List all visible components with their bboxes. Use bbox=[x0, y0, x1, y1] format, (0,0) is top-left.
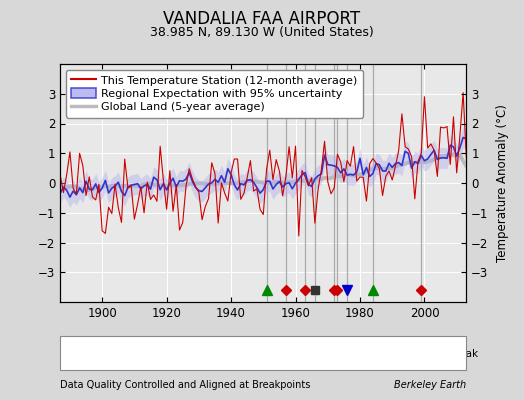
Text: Time of Obs. Change: Time of Obs. Change bbox=[280, 349, 389, 359]
Text: 38.985 N, 89.130 W (United States): 38.985 N, 89.130 W (United States) bbox=[150, 26, 374, 39]
Text: Data Quality Controlled and Aligned at Breakpoints: Data Quality Controlled and Aligned at B… bbox=[60, 380, 311, 390]
Legend: This Temperature Station (12-month average), Regional Expectation with 95% uncer: This Temperature Station (12-month avera… bbox=[66, 70, 363, 118]
Text: Station Move: Station Move bbox=[79, 349, 147, 359]
Text: Berkeley Earth: Berkeley Earth bbox=[394, 380, 466, 390]
Text: Empirical Break: Empirical Break bbox=[396, 349, 478, 359]
Text: VANDALIA FAA AIRPORT: VANDALIA FAA AIRPORT bbox=[163, 10, 361, 28]
Y-axis label: Temperature Anomaly (°C): Temperature Anomaly (°C) bbox=[496, 104, 508, 262]
Text: Record Gap: Record Gap bbox=[186, 349, 246, 359]
